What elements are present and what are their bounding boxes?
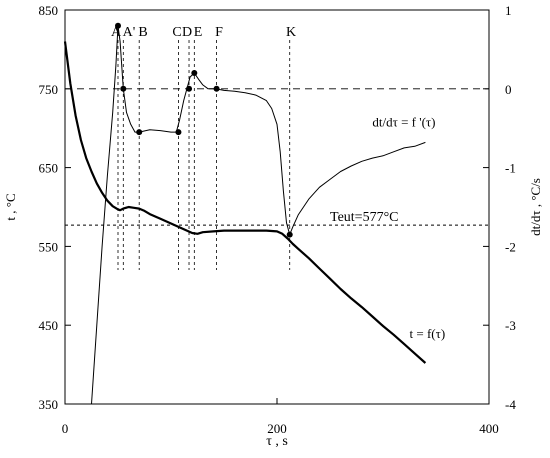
right-tick-label: 1 bbox=[505, 3, 512, 18]
phase-points bbox=[115, 22, 293, 238]
marker-label-4: D bbox=[182, 25, 192, 40]
left-y-axis-label: t , °C bbox=[3, 193, 18, 220]
phase-point-4 bbox=[186, 85, 193, 92]
x-axis-label: τ , s bbox=[266, 434, 288, 449]
left-tick-label: 550 bbox=[39, 239, 59, 254]
phase-point-7 bbox=[286, 231, 293, 238]
marker-label-6: F bbox=[215, 25, 223, 40]
phase-point-1 bbox=[120, 85, 127, 92]
left-tick-label: 750 bbox=[39, 82, 59, 97]
x-tick-label: 0 bbox=[62, 421, 69, 436]
marker-label-0: A bbox=[111, 25, 122, 40]
right-tick-label: -2 bbox=[505, 239, 516, 254]
text-labels: τ , s t , °C dt/dτ , °C/s dt/dτ = f '(τ)… bbox=[3, 115, 543, 449]
reference-line-label: Teut=577°C bbox=[330, 210, 399, 225]
left-tick-label: 450 bbox=[39, 318, 59, 333]
right-y-axis-label: dt/dτ , °C/s bbox=[528, 178, 543, 236]
marker-label-1: A' bbox=[123, 25, 136, 40]
marker-label-3: C bbox=[172, 25, 181, 40]
marker-label-5: E bbox=[194, 25, 203, 40]
left-tick-label: 850 bbox=[39, 3, 59, 18]
x-tick-label: 400 bbox=[479, 421, 499, 436]
right-tick-label: -4 bbox=[505, 397, 516, 412]
right-tick-label: -1 bbox=[505, 161, 516, 176]
left-tick-label: 650 bbox=[39, 161, 59, 176]
x-tick-label: 200 bbox=[267, 421, 287, 436]
series-line-0 bbox=[63, 41, 427, 364]
marker-label-2: B bbox=[138, 25, 147, 40]
phase-point-5 bbox=[191, 70, 198, 77]
phase-point-0 bbox=[115, 22, 121, 29]
phase-markers: A A' B C D E F K bbox=[111, 25, 296, 270]
marker-label-7: K bbox=[286, 25, 296, 40]
right-tick-label: -3 bbox=[505, 318, 516, 333]
axis-ticks: 350 450 550 650 750 850 -4 -3 -2 -1 0 1 0 200 400 bbox=[39, 3, 517, 436]
curve-annotation-0: dt/dτ = f '(τ) bbox=[372, 115, 435, 130]
curve-annotation-1: t = f(τ) bbox=[410, 326, 446, 341]
phase-point-3 bbox=[175, 129, 182, 136]
phase-point-6 bbox=[213, 85, 220, 92]
right-tick-label: 0 bbox=[505, 82, 512, 97]
left-tick-label: 350 bbox=[39, 397, 59, 412]
reference-lines: Teut=577°C bbox=[65, 88, 489, 226]
phase-point-2 bbox=[136, 129, 143, 136]
